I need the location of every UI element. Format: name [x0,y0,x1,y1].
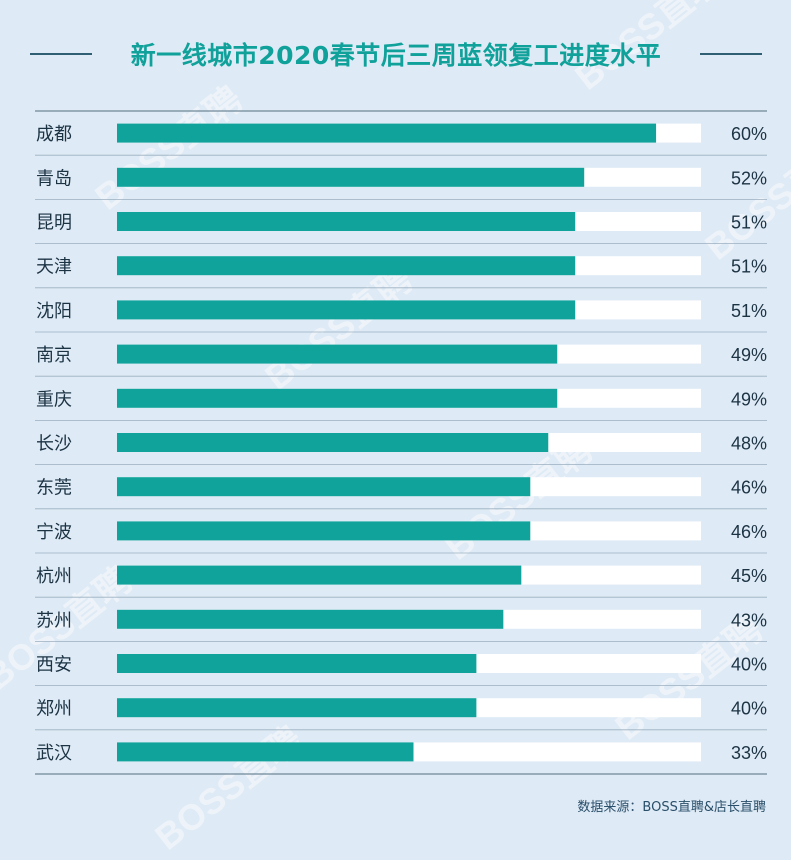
category-label: 宁波 [36,522,72,543]
category-label: 苏州 [36,610,72,631]
value-label: 60% [731,124,767,144]
bar-chart: 成都 60% 青岛 52% 昆明 51% 天津 51% 沈阳 51% 南京 49% 重庆 49% 长沙 48%… [35,110,767,775]
category-label: 沈阳 [36,301,72,322]
value-label: 49% [731,389,767,409]
value-label: 51% [731,301,767,321]
value-label: 33% [731,743,767,763]
bar [117,388,558,408]
title-rule-right [700,53,762,55]
value-label: 51% [731,213,767,233]
bar [117,433,549,452]
bar [117,565,522,585]
category-label: 成都 [36,124,72,145]
bar [117,698,477,718]
source-note: 数据来源：BOSS直聘&店长直聘 [577,800,766,815]
bar [117,212,576,231]
bar [117,477,531,497]
category-label: 西安 [36,655,72,676]
bar [117,344,558,364]
category-label: 东莞 [36,478,72,499]
bar [117,167,585,187]
bar [117,123,657,143]
value-label: 52% [731,168,767,188]
chart-title: 新一线城市2020春节后三周蓝领复工进度水平 [130,41,662,70]
category-label: 武汉 [36,743,72,764]
bar [117,256,576,276]
category-label: 长沙 [36,434,72,455]
value-label: 48% [731,434,767,454]
bar [117,300,576,320]
category-label: 南京 [36,345,72,366]
category-label: 青岛 [36,168,72,189]
bar [117,521,531,541]
value-label: 49% [731,345,767,365]
bar [117,654,477,673]
value-label: 46% [731,522,767,542]
category-label: 昆明 [36,213,72,234]
bar [117,742,414,762]
category-label: 郑州 [36,699,72,720]
title-area: 新一线城市2020春节后三周蓝领复工进度水平 [0,28,791,78]
category-label: 重庆 [36,389,72,410]
title-rule-left [30,53,92,55]
value-label: 40% [731,699,767,719]
value-label: 46% [731,478,767,498]
value-label: 45% [731,566,767,586]
bar [117,609,504,629]
value-label: 51% [731,257,767,277]
category-label: 杭州 [36,566,72,587]
value-label: 40% [731,655,767,675]
value-label: 43% [731,610,767,630]
category-label: 天津 [36,257,72,278]
